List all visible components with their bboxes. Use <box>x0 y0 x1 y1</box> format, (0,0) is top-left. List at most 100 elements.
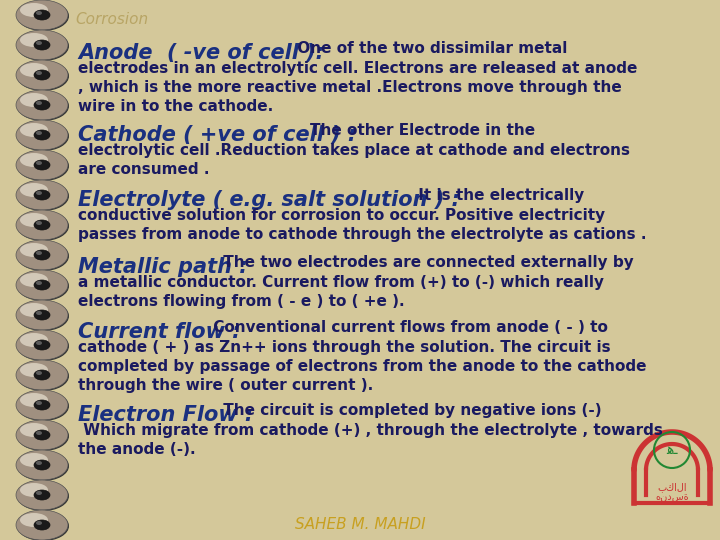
Ellipse shape <box>34 400 50 410</box>
Ellipse shape <box>34 100 50 110</box>
Ellipse shape <box>34 250 50 260</box>
Ellipse shape <box>20 453 48 467</box>
Ellipse shape <box>16 30 68 60</box>
Ellipse shape <box>20 363 48 377</box>
Ellipse shape <box>20 33 48 47</box>
Ellipse shape <box>16 420 68 450</box>
Ellipse shape <box>36 71 42 75</box>
Ellipse shape <box>20 513 48 527</box>
Ellipse shape <box>17 121 69 151</box>
Ellipse shape <box>34 130 50 140</box>
Ellipse shape <box>17 91 69 121</box>
Ellipse shape <box>17 421 69 451</box>
Text: The other Electrode in the: The other Electrode in the <box>310 123 536 138</box>
Ellipse shape <box>17 361 69 391</box>
Ellipse shape <box>34 310 50 320</box>
Ellipse shape <box>16 330 68 360</box>
Text: One of the two dissimilar metal: One of the two dissimilar metal <box>292 41 567 56</box>
Ellipse shape <box>17 301 69 331</box>
Ellipse shape <box>36 431 42 435</box>
Ellipse shape <box>34 520 50 530</box>
Ellipse shape <box>36 281 42 285</box>
Ellipse shape <box>36 221 42 225</box>
Ellipse shape <box>16 180 68 210</box>
Ellipse shape <box>17 331 69 361</box>
Text: Anode  ( -ve of cell ):: Anode ( -ve of cell ): <box>78 43 324 63</box>
Ellipse shape <box>36 521 42 525</box>
Ellipse shape <box>20 93 48 107</box>
Ellipse shape <box>20 63 48 77</box>
Ellipse shape <box>16 300 68 330</box>
Ellipse shape <box>16 240 68 270</box>
Text: Electrolyte ( e.g. salt solution ) :: Electrolyte ( e.g. salt solution ) : <box>78 190 460 210</box>
Ellipse shape <box>20 393 48 407</box>
Ellipse shape <box>36 11 42 15</box>
Ellipse shape <box>20 213 48 227</box>
Ellipse shape <box>20 153 48 167</box>
Ellipse shape <box>16 390 68 420</box>
Ellipse shape <box>17 511 69 540</box>
Ellipse shape <box>20 3 48 17</box>
Text: Metallic path :: Metallic path : <box>78 257 248 277</box>
Text: electrolytic cell .Reduction takes place at cathode and electrons
are consumed .: electrolytic cell .Reduction takes place… <box>78 143 630 177</box>
Text: Cathode ( +ve of cell ) :: Cathode ( +ve of cell ) : <box>78 125 356 145</box>
Ellipse shape <box>34 220 50 230</box>
Ellipse shape <box>16 0 68 30</box>
Ellipse shape <box>34 160 50 170</box>
Ellipse shape <box>34 10 50 20</box>
Ellipse shape <box>36 491 42 495</box>
Ellipse shape <box>36 401 42 405</box>
Ellipse shape <box>17 151 69 181</box>
Ellipse shape <box>34 490 50 500</box>
Text: a metallic conductor. Current flow from (+) to (-) which really
electrons flowin: a metallic conductor. Current flow from … <box>78 275 604 309</box>
Ellipse shape <box>16 150 68 180</box>
Ellipse shape <box>20 423 48 437</box>
Ellipse shape <box>36 341 42 345</box>
Text: The circuit is completed by negative ions (-): The circuit is completed by negative ion… <box>217 403 601 418</box>
Ellipse shape <box>16 360 68 390</box>
Ellipse shape <box>17 391 69 421</box>
Ellipse shape <box>20 123 48 137</box>
Text: بكالا: بكالا <box>657 482 687 492</box>
Ellipse shape <box>17 271 69 301</box>
Text: The two electrodes are connected externally by: The two electrodes are connected externa… <box>217 255 634 270</box>
Ellipse shape <box>20 273 48 287</box>
Text: It is the electrically: It is the electrically <box>413 188 584 203</box>
Ellipse shape <box>34 370 50 380</box>
Ellipse shape <box>20 333 48 347</box>
Ellipse shape <box>17 241 69 271</box>
Ellipse shape <box>17 211 69 241</box>
Text: conductive solution for corrosion to occur. Positive electricity
passes from ano: conductive solution for corrosion to occ… <box>78 208 647 242</box>
Text: Current flow :: Current flow : <box>78 322 240 342</box>
Text: Which migrate from cathode (+) , through the electrolyte , towards
the anode (-): Which migrate from cathode (+) , through… <box>78 423 663 457</box>
Ellipse shape <box>16 120 68 150</box>
Ellipse shape <box>20 243 48 257</box>
Ellipse shape <box>17 31 69 61</box>
Ellipse shape <box>34 70 50 80</box>
Ellipse shape <box>34 340 50 350</box>
Text: cathode ( + ) as Zn++ ions through the solution. The circuit is
completed by pas: cathode ( + ) as Zn++ ions through the s… <box>78 340 647 394</box>
Ellipse shape <box>34 430 50 440</box>
Ellipse shape <box>36 311 42 315</box>
Ellipse shape <box>16 90 68 120</box>
Ellipse shape <box>36 161 42 165</box>
Ellipse shape <box>34 460 50 470</box>
Ellipse shape <box>17 1 69 31</box>
Ellipse shape <box>36 41 42 45</box>
Ellipse shape <box>36 191 42 195</box>
Ellipse shape <box>34 190 50 200</box>
Ellipse shape <box>20 303 48 317</box>
Ellipse shape <box>36 101 42 105</box>
Ellipse shape <box>17 181 69 211</box>
Ellipse shape <box>36 371 42 375</box>
Ellipse shape <box>17 451 69 481</box>
Text: Corrosion: Corrosion <box>75 12 148 27</box>
Ellipse shape <box>20 483 48 497</box>
Text: Conventional current flows from anode ( - ) to: Conventional current flows from anode ( … <box>208 320 608 335</box>
Text: هندسة: هندسة <box>655 492 689 502</box>
Text: electrodes in an electrolytic cell. Electrons are released at anode
, which is t: electrodes in an electrolytic cell. Elec… <box>78 61 637 114</box>
Ellipse shape <box>36 131 42 135</box>
Ellipse shape <box>17 481 69 511</box>
Text: ﻫـ: ﻫـ <box>666 443 678 457</box>
Ellipse shape <box>16 270 68 300</box>
